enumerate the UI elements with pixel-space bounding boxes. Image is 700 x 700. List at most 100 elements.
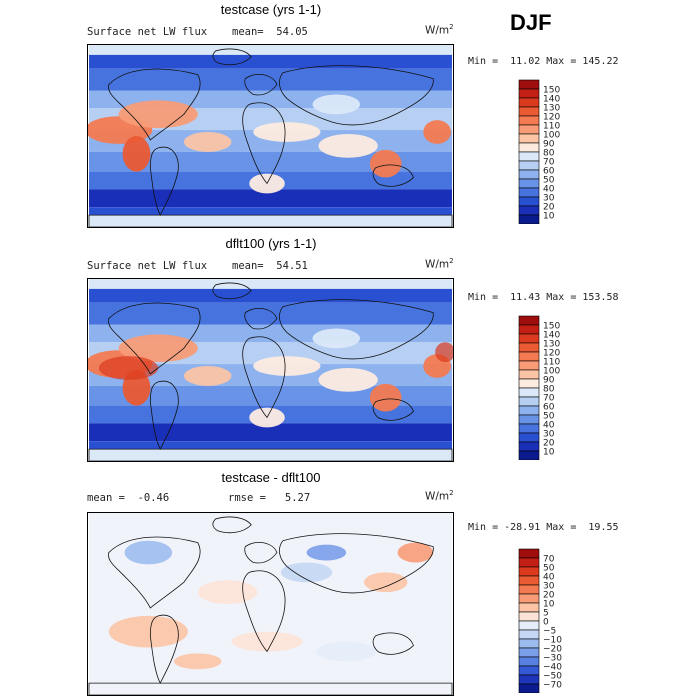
season-label: DJF [510, 10, 552, 35]
colorbar-swatch [518, 414, 540, 425]
colorbar-swatch [518, 151, 540, 162]
colorbar-tick-label: 80 [543, 385, 555, 395]
colorbar-tick-label: 30 [543, 430, 555, 440]
panel-1-minmax: Min = 11.02 Max = 145.22 [468, 56, 619, 67]
colorbar-tick-label: 70 [543, 158, 555, 168]
colorbar-swatch [518, 611, 540, 622]
colorbar-tick-label: 30 [543, 582, 555, 592]
colorbar-swatch [518, 351, 540, 362]
colorbar-swatch [518, 88, 540, 99]
colorbar-swatch [518, 423, 540, 434]
colorbar-tick-label: −70 [543, 681, 562, 691]
panel-2-title: dflt100 (yrs 1-1) [225, 236, 317, 251]
colorbar-tick-label: 70 [543, 555, 555, 565]
colorbar-swatch [518, 683, 540, 693]
colorbar-swatch [518, 106, 540, 117]
panel-2-variable: Surface net LW flux [87, 260, 208, 272]
colorbar-swatch [518, 548, 540, 559]
colorbar-swatch [518, 178, 540, 189]
colorbar-tick-label: 40 [543, 185, 555, 195]
colorbar-swatch [518, 369, 540, 380]
colorbar-tick-label: 10 [543, 600, 555, 610]
panel-3-rmse: rmse = 5.27 [228, 492, 311, 504]
colorbar-swatch [518, 620, 540, 631]
colorbar-tick-label: −10 [543, 636, 562, 646]
panel-3-minmax: Min = -28.91 Max = 19.55 [468, 522, 619, 533]
colorbar-swatch [518, 360, 540, 371]
colorbar-tick-label: 60 [543, 403, 555, 413]
colorbar-tick-label: 20 [543, 203, 555, 213]
colorbar-tick-label: −40 [543, 663, 562, 673]
colorbar-tick-label: 10 [543, 212, 555, 222]
colorbar-swatch [518, 593, 540, 604]
colorbar-tick-label: −20 [543, 645, 562, 655]
colorbar-swatch [518, 656, 540, 667]
colorbar-swatch [518, 647, 540, 658]
colorbar-tick-label: 110 [543, 358, 560, 368]
colorbar-tick-label: 10 [543, 448, 555, 458]
colorbar-swatch [518, 665, 540, 676]
colorbar-swatch [518, 387, 540, 398]
colorbar-swatch [518, 638, 540, 649]
panel-2-mean: mean= 54.51 [232, 260, 308, 272]
colorbar-tick-label: 100 [543, 367, 560, 377]
colorbar-swatch [518, 566, 540, 577]
colorbar-swatch [518, 602, 540, 613]
panel-1-variable: Surface net LW flux [87, 26, 208, 38]
colorbar-tick-label: 40 [543, 421, 555, 431]
colorbar-tick-label: 140 [543, 331, 560, 341]
colorbar-tick-label: 120 [543, 113, 560, 123]
colorbar-tick-label: 50 [543, 564, 555, 574]
colorbar-tick-label: 140 [543, 95, 560, 105]
panel-1-units: W/m2 [425, 23, 454, 37]
colorbar-swatch [518, 97, 540, 108]
colorbar-tick-label: 80 [543, 149, 555, 159]
colorbar-swatch [518, 584, 540, 595]
colorbar-tick-label: 90 [543, 376, 555, 386]
colorbar-swatch [518, 378, 540, 389]
colorbar-tick-label: 50 [543, 176, 555, 186]
panel-2-units: W/m2 [425, 257, 454, 271]
panel-1-mean: mean= 54.05 [232, 26, 308, 38]
colorbar-swatch [518, 196, 540, 207]
colorbar-tick-label: 40 [543, 573, 555, 583]
colorbar-swatch [518, 160, 540, 171]
colorbar-tick-label: 50 [543, 412, 555, 422]
colorbar-tick-label: 90 [543, 140, 555, 150]
colorbar-swatch [518, 405, 540, 416]
panel-3-map [87, 512, 454, 696]
colorbar-tick-label: 130 [543, 340, 560, 350]
colorbar-swatch [518, 674, 540, 685]
panel-3-title: testcase - dflt100 [221, 470, 321, 485]
colorbar-tick-label: 0 [543, 618, 549, 628]
colorbar-swatch [518, 124, 540, 135]
panel-1-title: testcase (yrs 1-1) [220, 2, 322, 17]
colorbar-tick-label: 150 [543, 86, 560, 96]
panel-2-map [87, 278, 454, 462]
colorbar-swatch [518, 187, 540, 198]
colorbar-swatch [518, 342, 540, 353]
colorbar-swatch [518, 432, 540, 443]
panel-3-mean: mean = -0.46 [87, 492, 170, 504]
colorbar-swatch [518, 133, 540, 144]
colorbar-swatch [518, 450, 540, 460]
colorbar-swatch [518, 629, 540, 640]
colorbar-tick-label: 150 [543, 322, 560, 332]
colorbar-tick-label: −30 [543, 654, 562, 664]
colorbar-swatch [518, 214, 540, 224]
colorbar-tick-label: 130 [543, 104, 560, 114]
colorbar-swatch [518, 575, 540, 586]
colorbar-swatch [518, 315, 540, 326]
colorbar-swatch [518, 396, 540, 407]
colorbar-tick-label: 120 [543, 349, 560, 359]
colorbar-swatch [518, 324, 540, 335]
colorbar-tick-label: 30 [543, 194, 555, 204]
colorbar-tick-label: −50 [543, 672, 562, 682]
colorbar-tick-label: 5 [543, 609, 549, 619]
panel-2-minmax: Min = 11.43 Max = 153.58 [468, 292, 619, 303]
panel-3-units: W/m2 [425, 489, 454, 503]
colorbar-swatch [518, 79, 540, 90]
